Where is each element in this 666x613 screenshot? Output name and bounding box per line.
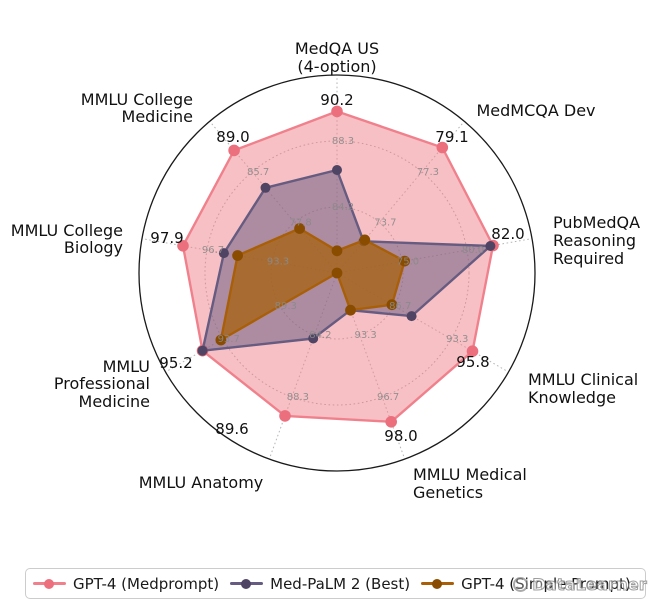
ring-tick-label: 96.7 xyxy=(202,245,224,256)
series-marker xyxy=(466,345,479,358)
legend-item-gpt4-simple-prompt: GPT-4 (Simple Prompt) xyxy=(421,575,631,593)
legend-item-gpt4-medprompt: GPT-4 (Medprompt) xyxy=(33,575,219,593)
series-marker xyxy=(345,304,356,316)
axis-category-label: MMLU Professional Medicine xyxy=(54,357,150,411)
axis-category-label: MMLU Anatomy xyxy=(139,473,264,492)
series-2 xyxy=(215,223,410,346)
series-marker xyxy=(308,333,319,344)
radar-axis-spoke xyxy=(336,238,533,274)
watermark-text: DataLearner xyxy=(532,575,647,595)
value-labels: 90.2 79.1 82.0 95.8 98.0 89.6 95.2 97.9 89.0 xyxy=(150,91,524,445)
legend-label: GPT-4 (Simple Prompt) xyxy=(461,574,631,593)
legend-item-med-palm-2: Med-PaLM 2 (Best) xyxy=(230,575,410,593)
ring-tick-label: 93.3 xyxy=(446,334,468,345)
ring-tick-label: 75.0 xyxy=(397,257,419,268)
radar-outer-circle xyxy=(138,74,536,472)
ring-tick-label: 88.3 xyxy=(332,136,354,147)
ring-tick-label: 84.2 xyxy=(309,330,331,341)
value-label: 89.0 xyxy=(216,128,249,146)
series-marker xyxy=(232,250,244,261)
series-marker xyxy=(331,105,343,118)
series-marker xyxy=(197,345,208,356)
radar-axis-spoke xyxy=(141,238,338,274)
value-label: 90.2 xyxy=(320,91,353,109)
series-marker xyxy=(331,267,343,279)
series-marker xyxy=(228,144,240,157)
value-label: 89.6 xyxy=(215,420,248,438)
ring-tick-label: 77.3 xyxy=(417,167,439,178)
series-marker xyxy=(359,234,371,246)
series-marker xyxy=(294,223,305,234)
ring-tick-label: 93.7 xyxy=(218,334,240,345)
legend-marker-icon xyxy=(230,578,264,589)
datalearner-watermark: DataLearner xyxy=(513,575,647,595)
ring-tick-label: 88.3 xyxy=(287,392,309,403)
value-label: 82.0 xyxy=(491,225,524,243)
datalearner-logo-icon xyxy=(513,577,529,592)
ring-tick-labels: 84.2 88.3 73.7 77.3 75.0 80.0 86.7 93.3 93.3 96.7… xyxy=(202,136,484,403)
axis-category-labels: MedQA US (4-option) MedMCQA Dev PubMedQA Rea… xyxy=(11,39,640,502)
series-marker xyxy=(436,141,449,154)
ring-tick-label: 85.7 xyxy=(247,167,269,178)
axis-category-label: MedQA US (4-option) xyxy=(295,39,379,76)
axis-category-label: MedMCQA Dev xyxy=(476,101,595,120)
ring-tick-label: 84.2 xyxy=(332,202,354,213)
series-marker xyxy=(485,241,496,251)
series-marker xyxy=(177,240,189,252)
radar-axis-spoke xyxy=(336,272,509,373)
legend-label: GPT-4 (Medprompt) xyxy=(73,574,220,593)
legend-marker-icon xyxy=(33,578,66,589)
value-label: 79.1 xyxy=(435,128,468,146)
series-marker xyxy=(406,311,417,322)
ring-tick-label: 73.7 xyxy=(374,217,396,228)
series-marker xyxy=(386,299,398,311)
series-polygon xyxy=(219,227,406,342)
series-marker xyxy=(331,245,343,257)
radar-axis-spoke xyxy=(268,272,338,460)
ring-tick-label: 80.0 xyxy=(462,245,484,256)
axis-category-label: MMLU College Medicine xyxy=(81,90,193,126)
value-label: 97.9 xyxy=(150,229,183,247)
radar-axis-spoke xyxy=(336,272,406,460)
legend-marker-icon xyxy=(421,578,455,589)
series-marker xyxy=(260,182,271,193)
series-marker xyxy=(215,334,227,346)
ring-tick-label: 77.8 xyxy=(289,217,311,228)
series-marker xyxy=(332,165,342,175)
value-label: 95.2 xyxy=(159,354,192,372)
series-marker xyxy=(279,410,291,422)
ring-tick-label: 86.7 xyxy=(389,301,411,312)
ring-tick-label: 93.3 xyxy=(354,330,376,341)
axis-category-label: PubMedQA Reasoning Required xyxy=(553,213,640,268)
axis-category-label: MMLU Medical Genetics xyxy=(413,465,527,502)
series-marker xyxy=(218,248,229,259)
value-label: 98.0 xyxy=(384,427,417,445)
ring-tick-label: 93.3 xyxy=(267,257,289,268)
chart-legend: GPT-4 (Medprompt) Med-PaLM 2 (Best) GPT-… xyxy=(25,568,646,599)
value-label: 95.8 xyxy=(456,353,489,371)
series-marker xyxy=(385,416,398,428)
axis-category-label: MMLU Clinical Knowledge xyxy=(528,370,638,407)
ring-tick-label: 96.7 xyxy=(377,392,399,403)
series-marker xyxy=(399,255,410,267)
ring-tick-label: 89.3 xyxy=(275,301,297,312)
axis-category-label: MMLU College Biology xyxy=(11,221,123,257)
legend-label: Med-PaLM 2 (Best) xyxy=(270,574,411,593)
radar-axis-spoke xyxy=(165,272,338,373)
